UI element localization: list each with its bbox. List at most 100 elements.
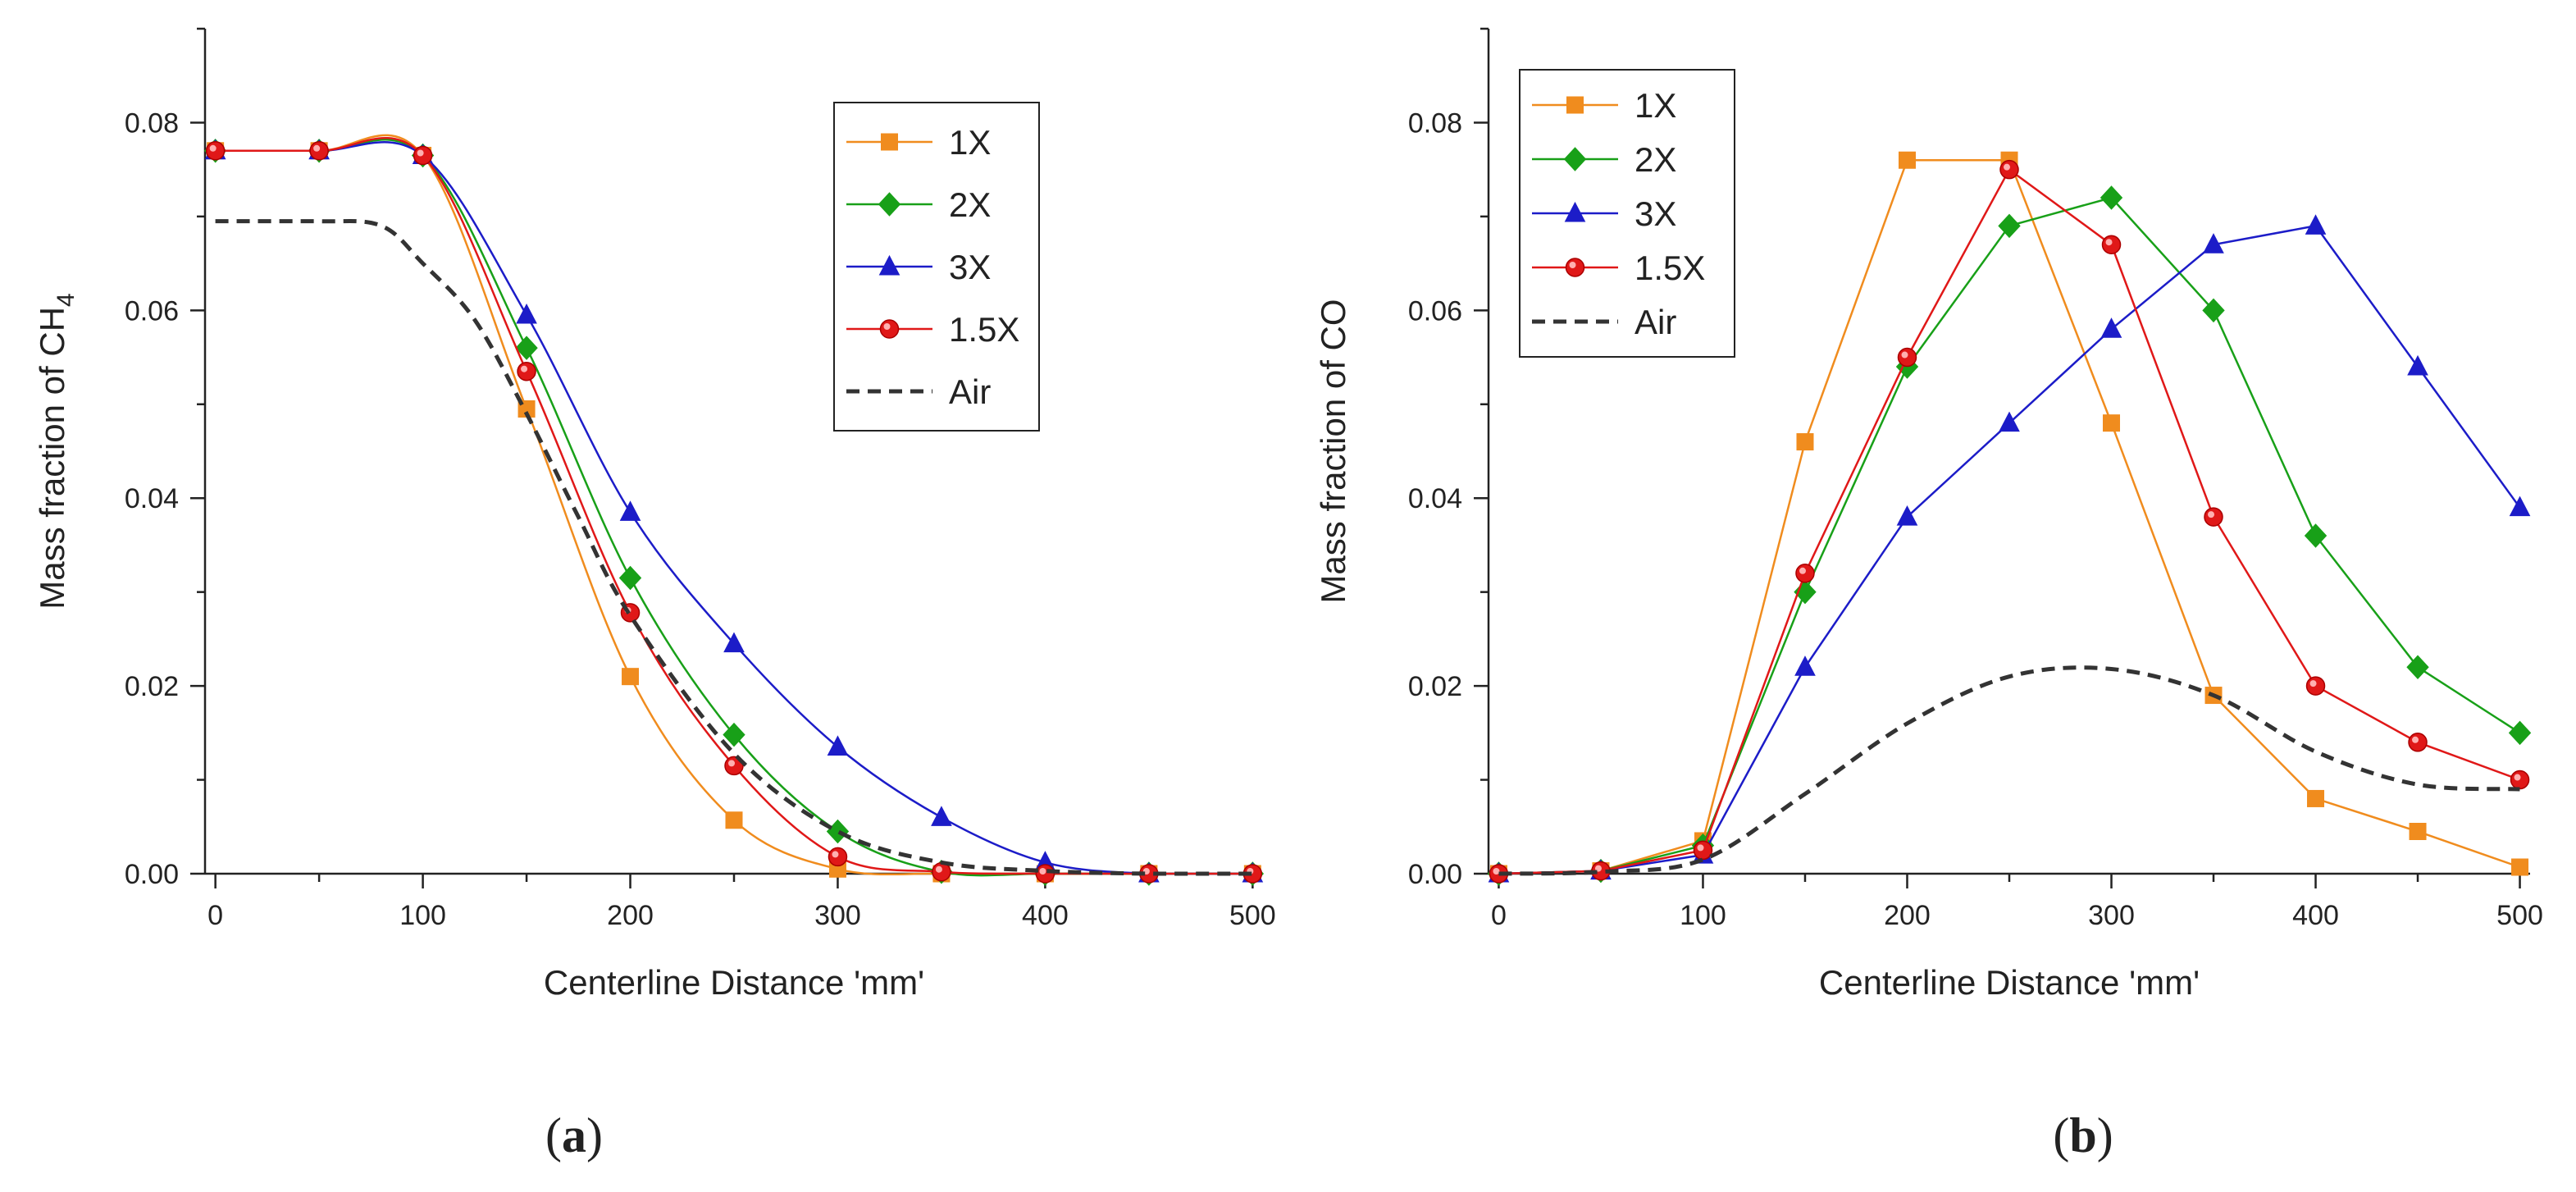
y-tick-label: 0.00 xyxy=(1408,859,1462,890)
data-point xyxy=(309,141,329,161)
data-point-highlight xyxy=(2105,239,2113,246)
data-point xyxy=(2305,676,2326,696)
data-point xyxy=(2204,507,2223,527)
data-point xyxy=(1693,840,1713,861)
data-point xyxy=(1998,213,2021,239)
data-point xyxy=(2307,789,2325,807)
y-tick-label: 0.04 xyxy=(125,483,179,514)
x-tick-label: 0 xyxy=(1491,900,1507,931)
x-tick-label: 400 xyxy=(2292,900,2339,931)
legend: 1X 2X 3X 1.5X Air xyxy=(833,102,1040,432)
legend-swatch-marker xyxy=(878,192,901,217)
data-point xyxy=(2508,720,2532,746)
data-point-highlight xyxy=(2412,736,2419,743)
data-point xyxy=(1035,864,1055,884)
panel-label: (a) xyxy=(545,1108,603,1162)
data-point xyxy=(2100,317,2122,338)
legend-swatch-marker-highlight xyxy=(1569,262,1576,268)
data-point xyxy=(1897,347,1917,368)
data-point xyxy=(1794,655,1816,676)
x-axis-title: Centerline Distance 'mm' xyxy=(544,963,924,1002)
data-point-highlight xyxy=(2309,680,2317,687)
data-point xyxy=(931,806,952,826)
data-point xyxy=(723,632,745,653)
panel-label-letter: a xyxy=(562,1108,586,1162)
data-point xyxy=(1999,159,2019,180)
x-tick-label: 500 xyxy=(1229,900,1276,931)
panel-b: 0 100 200 300 400 500 0.00 0.02 0.04 0.06 0.08 Cent… xyxy=(1314,27,2543,1162)
legend-label: 3X xyxy=(1635,194,1676,233)
data-point xyxy=(2406,655,2429,679)
data-point xyxy=(2509,496,2531,517)
data-point xyxy=(2408,733,2428,752)
x-tick-label: 100 xyxy=(399,900,446,931)
y-axis-title-main: Mass fraction of CH xyxy=(33,307,71,610)
panel-label-open: ( xyxy=(545,1108,562,1162)
data-point xyxy=(2202,298,2225,323)
y-tick-label: 0.08 xyxy=(125,107,179,139)
x-tick-label: 300 xyxy=(814,900,861,931)
data-point xyxy=(1896,505,1918,526)
data-point xyxy=(1796,433,1814,451)
legend-swatch-marker xyxy=(1563,147,1587,171)
data-point xyxy=(2100,185,2123,210)
data-point xyxy=(1795,564,1815,583)
data-point xyxy=(723,722,745,747)
panel-a: 0 100 200 300 400 500 0.00 0.02 0.04 0.06 0.08 Cent… xyxy=(33,27,1276,1162)
data-point xyxy=(516,303,537,324)
legend-label: 3X xyxy=(949,248,991,286)
panel-label-letter: b xyxy=(2069,1108,2096,1162)
data-point xyxy=(2407,354,2428,376)
data-point xyxy=(517,361,536,381)
data-point xyxy=(2510,770,2530,790)
legend-swatch-marker xyxy=(1566,96,1584,114)
legend-swatch-marker-highlight xyxy=(883,323,891,330)
legend: 1X 2X 3X 1.5X Air xyxy=(1519,69,1735,358)
data-point xyxy=(725,811,743,829)
data-point xyxy=(2103,414,2121,432)
data-point-highlight xyxy=(1039,868,1046,875)
panel-label-close: ) xyxy=(2097,1108,2113,1162)
legend-swatch-marker xyxy=(878,254,900,276)
data-point xyxy=(413,145,433,166)
data-point-highlight xyxy=(209,144,217,152)
legend-label: 1.5X xyxy=(949,310,1019,349)
y-axis-title: Mass fraction of CO xyxy=(1314,299,1352,603)
legend-label: 2X xyxy=(949,185,991,224)
data-point xyxy=(1898,151,1916,169)
legend-label: 1.5X xyxy=(1635,249,1705,287)
x-axis-title: Centerline Distance 'mm' xyxy=(1819,963,2200,1002)
data-point-highlight xyxy=(417,149,424,157)
x-tick-label: 200 xyxy=(1884,900,1931,931)
data-point xyxy=(2305,214,2327,235)
data-point xyxy=(619,500,641,521)
x-tick-label: 400 xyxy=(1022,900,1069,931)
data-point xyxy=(205,141,226,161)
legend-label: Air xyxy=(949,372,991,411)
data-point xyxy=(828,847,848,867)
y-axis-title: Mass fraction of CH4 xyxy=(33,293,80,609)
y-tick-label: 0.08 xyxy=(1408,107,1462,139)
data-point xyxy=(515,336,538,360)
legend-label: Air xyxy=(1635,303,1676,341)
y-tick-label: 0.04 xyxy=(1408,483,1462,514)
data-point xyxy=(2511,858,2529,876)
y-tick-label: 0.06 xyxy=(125,295,179,327)
y-axis-title-subscript: 4 xyxy=(52,293,80,307)
data-point xyxy=(2304,523,2328,548)
data-point-highlight xyxy=(2208,511,2215,518)
legend-label: 2X xyxy=(1635,140,1676,179)
data-point-highlight xyxy=(832,851,839,858)
data-point xyxy=(1999,411,2020,432)
panel-label-close: ) xyxy=(586,1108,603,1162)
data-point xyxy=(2203,233,2224,253)
series-line xyxy=(1498,665,2520,876)
data-point-highlight xyxy=(1493,868,1500,875)
series-Air xyxy=(1498,665,2520,876)
y-tick-label: 0.02 xyxy=(1408,671,1462,702)
data-point-highlight xyxy=(313,144,321,152)
y-tick-label: 0.02 xyxy=(125,671,179,702)
data-point xyxy=(827,735,849,756)
data-point-highlight xyxy=(521,365,528,372)
data-point-highlight xyxy=(1799,567,1806,574)
